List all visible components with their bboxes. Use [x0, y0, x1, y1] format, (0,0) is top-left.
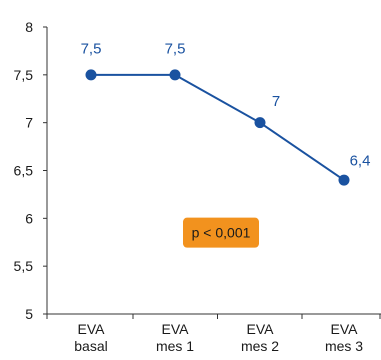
data-label: 7,5: [81, 40, 102, 57]
data-point: [169, 69, 181, 81]
data-point: [254, 117, 266, 129]
y-tick-label: 7: [25, 115, 33, 131]
y-tick-label: 5,5: [14, 258, 34, 274]
data-label: 7: [272, 93, 280, 110]
p-value-badge: [183, 217, 259, 248]
x-tick-label: EVA mes 3: [325, 321, 363, 354]
x-tick-label: EVA basal: [74, 321, 107, 354]
data-label: 6,4: [350, 153, 371, 170]
series-line: [91, 73, 345, 181]
y-axis: 5 5,5 6 6,5 7 7,5 8: [14, 19, 48, 322]
data-labels: 7,5 7,5 7 6,4: [81, 40, 371, 169]
y-tick-label: 8: [25, 19, 33, 35]
x-tick-label: EVA mes 2: [241, 321, 279, 354]
y-tick-label: 5: [25, 306, 33, 322]
series-line-group: [85, 69, 350, 186]
y-tick-label: 6: [25, 210, 33, 226]
data-label: 7,5: [165, 40, 186, 57]
data-point: [85, 69, 97, 81]
p-value-annotation: p < 0,001: [183, 217, 259, 248]
y-tick-label: 6,5: [14, 163, 34, 179]
x-axis: EVA basal EVA mes 1 EVA mes 2 EVA mes 3: [46, 313, 381, 354]
data-point: [338, 174, 350, 186]
y-tick-label: 7,5: [14, 67, 34, 83]
p-value-text: p < 0,001: [192, 225, 251, 241]
x-tick-label: EVA mes 1: [156, 321, 194, 354]
